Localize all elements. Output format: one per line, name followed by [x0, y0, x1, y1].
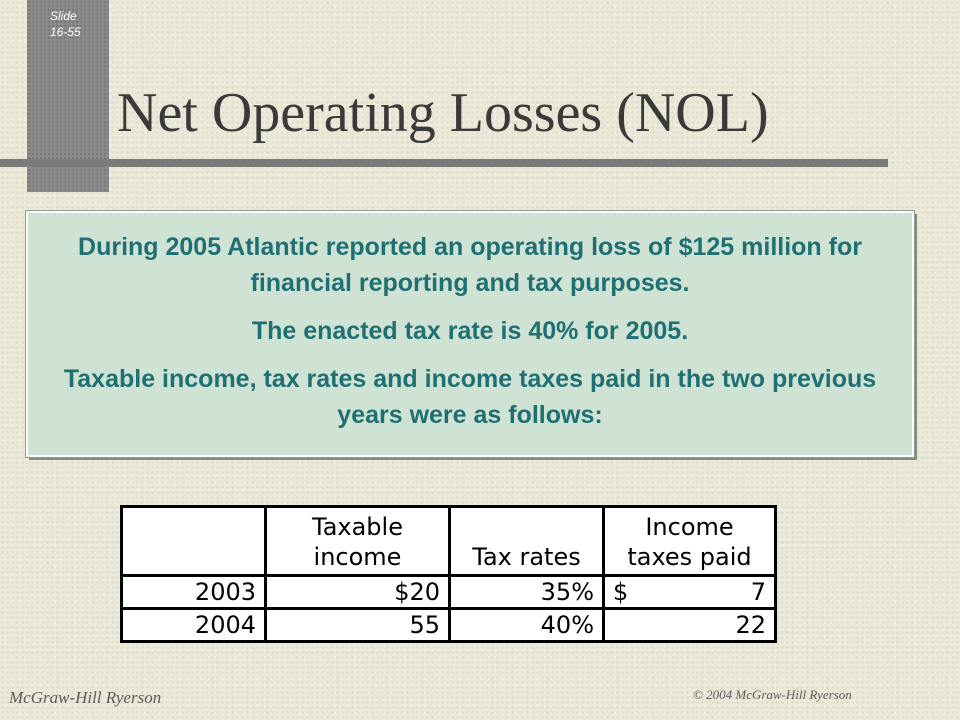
cell-year: 2004: [120, 607, 267, 643]
cell-taxable-income: 55: [264, 607, 451, 643]
info-paragraph-2: The enacted tax rate is 40% for 2005.: [251, 317, 689, 345]
slide-title: Net Operating Losses (NOL): [117, 82, 769, 144]
header-year: [120, 505, 267, 577]
cell-tax-rate: 35%: [448, 574, 605, 610]
taxes-paid-value: 22: [735, 611, 766, 639]
header-income-taxes-line2: taxes paid: [627, 543, 752, 571]
header-taxable-income: Taxable income: [264, 505, 451, 577]
title-rule: [0, 159, 888, 167]
table-row: 2004 55 40% 22: [120, 607, 777, 643]
slide-number-text: 16-55: [50, 25, 81, 39]
table-row: 2003 $20 35% $ 7: [120, 574, 777, 610]
cell-taxable-income: $20: [264, 574, 451, 610]
cell-year: 2003: [120, 574, 267, 610]
header-taxable-income-line2: income: [313, 543, 402, 571]
header-income-taxes-line1: Income: [645, 513, 734, 541]
cell-taxes-paid: $ 7: [602, 574, 777, 610]
taxes-paid-value: 7: [750, 578, 766, 606]
info-paragraph-3: Taxable income, tax rates and income tax…: [63, 365, 877, 429]
table-header-row: Taxable income Tax rates Income taxes pa…: [120, 505, 777, 577]
header-income-taxes-paid: Income taxes paid: [602, 505, 777, 577]
header-taxable-income-line1: Taxable: [312, 513, 403, 541]
info-box: During 2005 Atlantic reported an operati…: [25, 210, 915, 458]
info-paragraph-1: During 2005 Atlantic reported an operati…: [78, 233, 862, 297]
header-tax-rates: Tax rates: [448, 505, 605, 577]
currency-symbol: $: [613, 578, 629, 606]
tax-history-table: Taxable income Tax rates Income taxes pa…: [120, 505, 777, 643]
cell-taxes-paid: 22: [602, 607, 777, 643]
footer-publisher: McGraw-Hill Ryerson: [9, 688, 162, 707]
footer-copyright: © 2004 McGraw-Hill Ryerson: [693, 687, 852, 702]
slide-label-text: Slide: [50, 9, 77, 23]
cell-tax-rate: 40%: [448, 607, 605, 643]
slide-number: Slide 16-55: [50, 8, 81, 40]
